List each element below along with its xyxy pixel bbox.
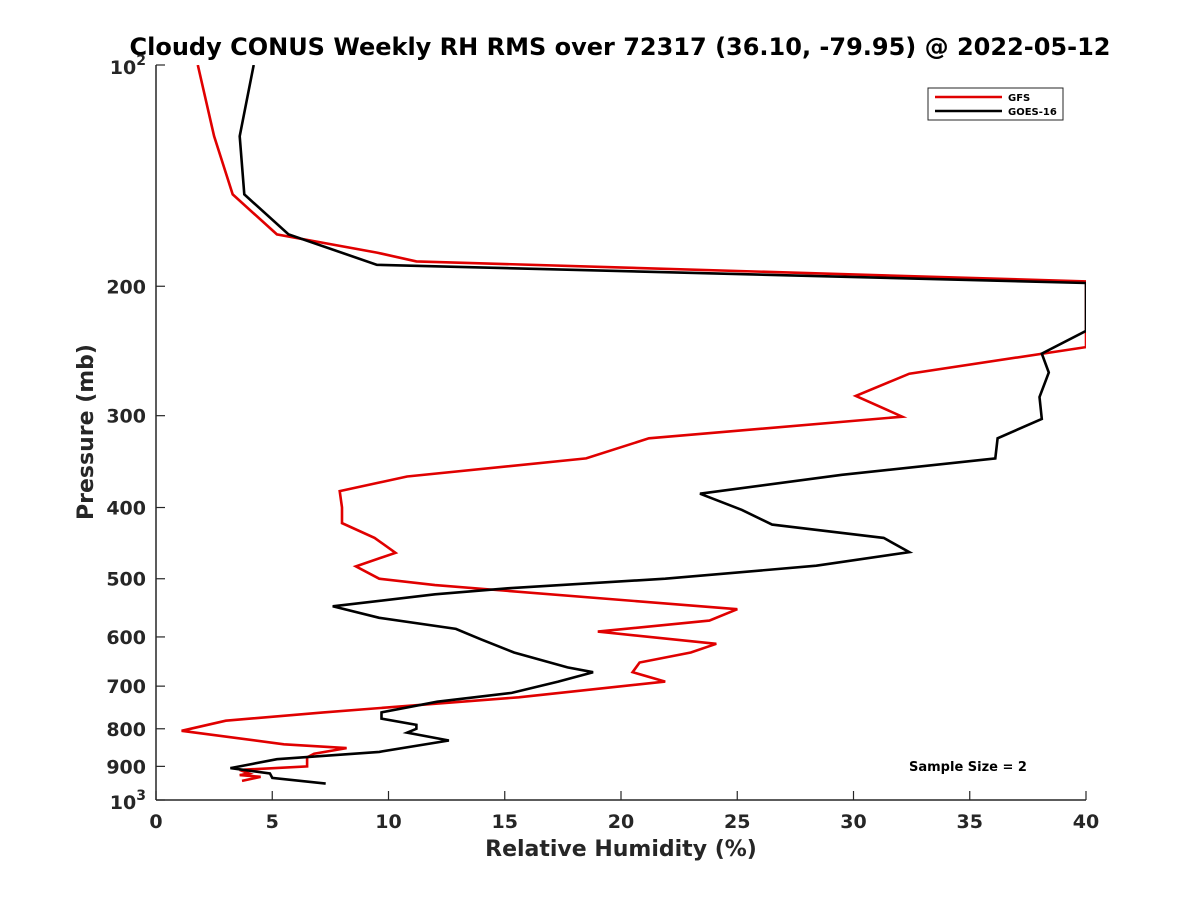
legend-box xyxy=(927,87,1064,121)
x-tick-label: 0 xyxy=(149,811,162,833)
x-tick-label: 15 xyxy=(492,811,518,833)
x-tick-label: 35 xyxy=(957,811,983,833)
y-tick-label: 900 xyxy=(106,756,146,778)
y-tick-label: 600 xyxy=(106,627,146,649)
y-axis-label: Pressure (mb) xyxy=(74,344,99,520)
x-tick-label: 20 xyxy=(608,811,634,833)
legend-label-gfs: GFS xyxy=(1008,93,1030,104)
plot-frame xyxy=(156,65,1086,800)
series-line-gfs xyxy=(181,65,1086,783)
x-tick-label: 30 xyxy=(840,811,866,833)
x-tick-label: 5 xyxy=(266,811,279,833)
chart-title: Cloudy CONUS Weekly RH RMS over 72317 (3… xyxy=(130,33,1111,61)
y-tick-label: 102 xyxy=(110,53,146,79)
x-tick-label: 25 xyxy=(724,811,750,833)
plot-area: 0 5 10 15 20 25 30 35 40 102 200 300 400 500 600 700 80… xyxy=(106,53,1099,833)
legend: GFS GOES-16 xyxy=(927,87,1064,121)
y-tick-label: 300 xyxy=(106,406,146,428)
series-line-goes16 xyxy=(230,65,1086,785)
y-tick-label: 800 xyxy=(106,719,146,741)
sample-size-annotation: Sample Size = 2 xyxy=(909,760,1027,775)
x-axis-label: Relative Humidity (%) xyxy=(485,837,757,862)
legend-label-goes16: GOES-16 xyxy=(1008,107,1057,118)
y-tick-label: 700 xyxy=(106,676,146,698)
y-tick-label: 500 xyxy=(106,569,146,591)
y-tick-label: 200 xyxy=(106,276,146,298)
y-ticks: 102 200 300 400 500 600 700 800 900 103 xyxy=(106,53,165,814)
x-tick-label: 40 xyxy=(1073,811,1099,833)
x-tick-label: 10 xyxy=(375,811,401,833)
y-tick-label: 400 xyxy=(106,498,146,520)
x-ticks: 0 5 10 15 20 25 30 35 40 xyxy=(149,791,1099,833)
y-tick-label: 103 xyxy=(110,788,146,814)
